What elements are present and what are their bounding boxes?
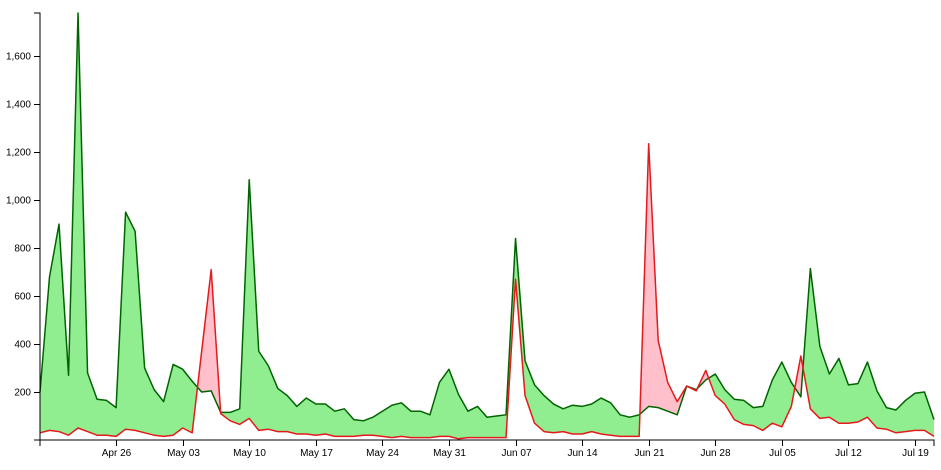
x-tick-label: Jul 12 (835, 448, 862, 459)
x-tick-label: Jun 07 (501, 448, 531, 459)
y-tick-label: 1,000 (6, 196, 31, 207)
y-tick-label: 200 (14, 388, 31, 399)
y-tick-label: 400 (14, 340, 31, 351)
x-tick-label: May 24 (366, 448, 399, 459)
y-tick-label: 800 (14, 244, 31, 255)
x-tick-label: May 03 (167, 448, 200, 459)
series-line-red (39, 142, 935, 440)
y-axis-line (34, 12, 41, 441)
x-tick-label: Jun 28 (700, 448, 730, 459)
x-tick-label: Jul 05 (769, 448, 796, 459)
y-tick-label: 1,400 (6, 100, 31, 111)
x-tick-label: Jun 14 (567, 448, 597, 459)
x-tick-label: Jun 21 (634, 448, 664, 459)
x-tick-label: Jul 19 (902, 448, 929, 459)
x-axis-line (39, 439, 935, 446)
y-tick-label: 600 (14, 292, 31, 303)
y-tick-label: 1,200 (6, 148, 31, 159)
x-tick-label: Apr 26 (102, 448, 132, 459)
x-tick-label: May 10 (233, 448, 266, 459)
series-line-green (39, 12, 935, 422)
x-tick-label: May 17 (300, 448, 333, 459)
x-tick-label: May 31 (433, 448, 466, 459)
y-tick-label: 1,600 (6, 52, 31, 63)
